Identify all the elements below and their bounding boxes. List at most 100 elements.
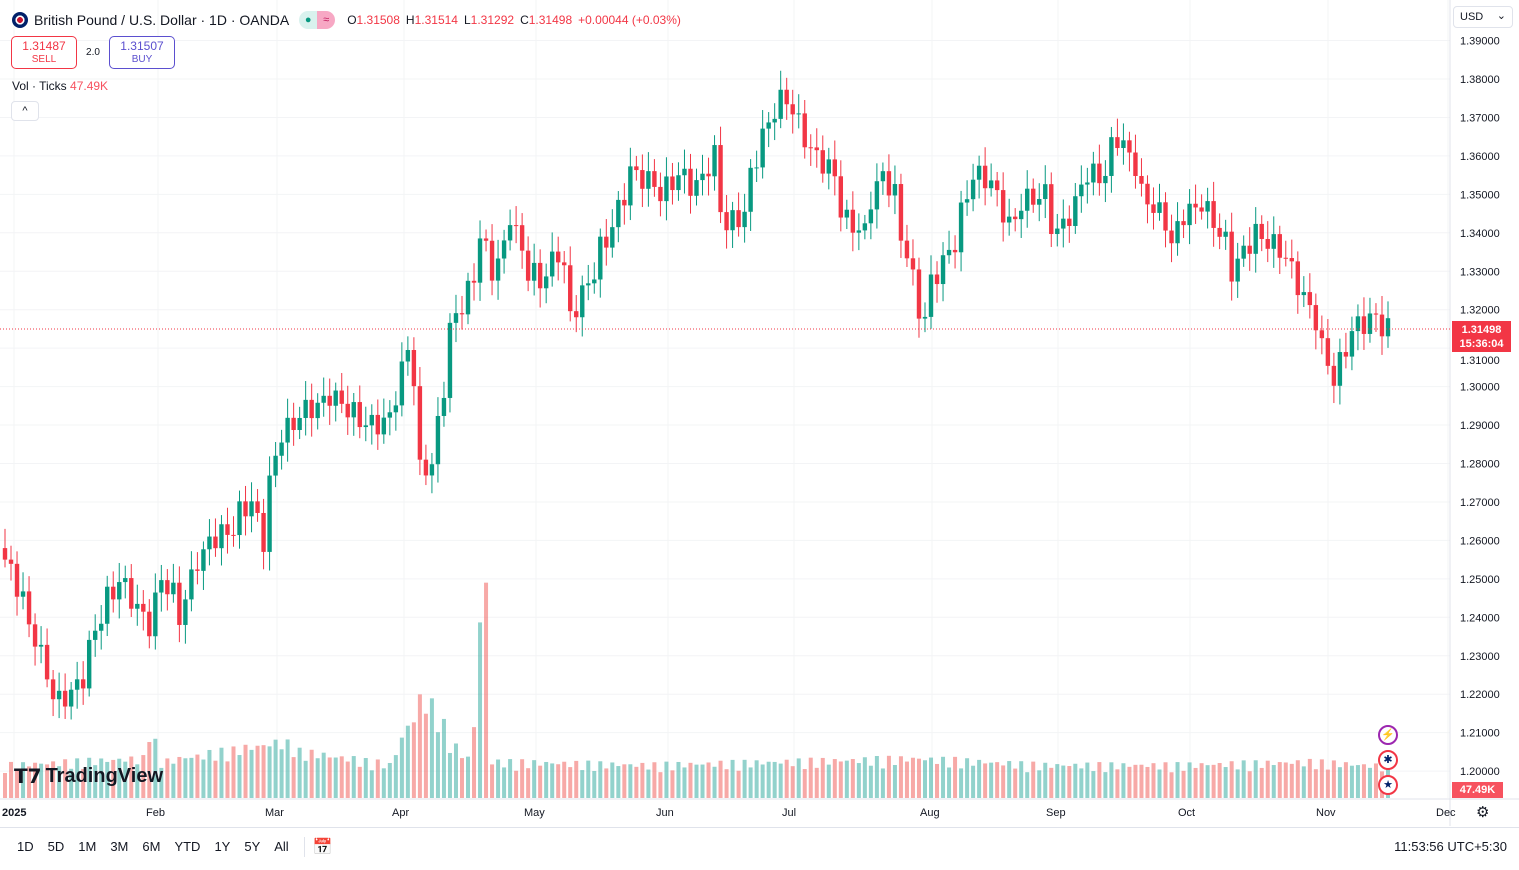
volume-bar [1145, 766, 1150, 798]
candle-body [26, 591, 32, 625]
volume-bar [532, 760, 537, 798]
currency-label: USD [1460, 11, 1484, 23]
range-1d[interactable]: 1D [17, 839, 34, 854]
range-1m[interactable]: 1M [78, 839, 97, 854]
volume-bar [712, 766, 717, 798]
volume-bar [453, 743, 458, 798]
volume-bar [459, 758, 464, 798]
candle-body [946, 249, 952, 256]
candle-body [321, 395, 326, 403]
range-ytd[interactable]: YTD [174, 839, 201, 854]
y-tick-label: 1.24000 [1460, 612, 1500, 624]
volume-bar [832, 759, 837, 798]
candle-body [1043, 184, 1048, 200]
candle-body [195, 569, 200, 571]
range-3m[interactable]: 3M [110, 839, 129, 854]
candle-body [1337, 352, 1343, 386]
price-chart[interactable]: 1.39000 1.38000 1.37000 1.36000 1.35000 1.340… [0, 0, 1519, 826]
market-status[interactable]: ● ≈ [299, 11, 336, 29]
uk-event-flag-icon[interactable]: ✱ [1378, 750, 1398, 770]
volume-bar [1349, 765, 1354, 798]
volume-bar [333, 757, 338, 798]
volume-bar [995, 762, 1000, 798]
range-5d[interactable]: 5D [47, 839, 65, 854]
candle-body [261, 512, 266, 552]
currency-select[interactable]: USD ⌄ [1453, 6, 1513, 28]
volume-bar [339, 756, 344, 798]
x-tick-label: Oct [1178, 807, 1195, 819]
candle-body [676, 175, 681, 191]
candle-body [441, 397, 447, 416]
market-open-dot-icon: ● [299, 11, 318, 29]
volume-bar [790, 766, 795, 798]
candle-body [207, 536, 212, 550]
volume-bar [183, 758, 188, 798]
volume-bar [724, 769, 729, 798]
date-range-calendar-icon[interactable]: 📅 [312, 838, 333, 856]
candle-body [760, 128, 765, 168]
volume-bar [219, 747, 224, 798]
y-tick-label: 1.26000 [1460, 535, 1500, 547]
candle-body [1325, 338, 1331, 366]
buy-button[interactable]: 1.31507 BUY [109, 36, 175, 69]
collapse-legend-button[interactable]: ^ [11, 101, 39, 121]
candle-body [1133, 152, 1138, 176]
candle-body [814, 147, 819, 151]
volume-bar [983, 763, 988, 798]
volume-bar [81, 768, 86, 798]
y-tick-label: 1.29000 [1460, 420, 1500, 432]
volume-bar [363, 758, 368, 798]
candle-body [123, 578, 128, 583]
volume-bar [1013, 768, 1018, 798]
range-all[interactable]: All [274, 839, 289, 854]
volume-bar [273, 739, 278, 798]
volume-bar [327, 757, 332, 798]
volume-bar [303, 760, 308, 798]
range-5y[interactable]: 5Y [244, 839, 261, 854]
open-value: 1.31508 [356, 13, 400, 27]
candle-body [1012, 216, 1018, 220]
lightning-event-icon[interactable]: ⚡ [1378, 725, 1398, 745]
volume-bar [508, 759, 513, 798]
candle-body [201, 549, 206, 571]
sell-button[interactable]: 1.31487 SELL [11, 36, 77, 69]
volume-bar [1031, 761, 1036, 798]
candle-body [1223, 231, 1228, 237]
volume-bar [971, 765, 976, 798]
candle-body [1139, 175, 1144, 184]
clock[interactable]: 11:53:56 UTC+5:30 [1394, 839, 1507, 854]
volume-bar [1343, 762, 1348, 798]
candle-body [634, 166, 639, 171]
bottom-toolbar: 1D 5D 1M 3M 6M YTD 1Y 5Y All 📅 11:53:56 UTC+5:30 [0, 827, 1519, 865]
volume-bar [808, 757, 813, 798]
range-6m[interactable]: 6M [142, 839, 161, 854]
symbol-title[interactable]: British Pound / U.S. Dollar · 1D · OANDA [34, 12, 290, 28]
volume-bar [33, 762, 38, 798]
tradingview-logo[interactable]: 𝗧𝟳 TradingView [14, 764, 163, 789]
candle-body [405, 350, 411, 362]
volume-bar [862, 757, 867, 798]
us-event-flag-icon[interactable]: ★ [1378, 775, 1398, 795]
tv-logo-icon: 𝗧𝟳 [14, 766, 42, 788]
candle-body [1067, 218, 1072, 226]
volume-bar [1097, 762, 1102, 798]
y-tick-label: 1.36000 [1460, 151, 1500, 163]
y-tick-label: 1.20000 [1460, 766, 1500, 778]
candle-body [718, 145, 723, 213]
candle-body [489, 240, 495, 281]
candle-body [982, 165, 988, 189]
candle-body [1277, 234, 1282, 258]
candle-body [928, 274, 934, 317]
y-tick-label: 1.28000 [1460, 459, 1500, 471]
volume-bar [255, 745, 260, 798]
candle-body [592, 279, 597, 284]
candle-body [742, 211, 747, 228]
candle-body [1000, 190, 1006, 223]
volume-bar [910, 757, 915, 798]
chart-settings-icon[interactable]: ⚙ [1476, 804, 1490, 821]
range-1y[interactable]: 1Y [214, 839, 231, 854]
candle-body [537, 262, 543, 289]
volume-legend[interactable]: Vol · Ticks 47.49K [12, 79, 108, 93]
volume-bar [658, 772, 663, 798]
candle-body [898, 184, 904, 241]
